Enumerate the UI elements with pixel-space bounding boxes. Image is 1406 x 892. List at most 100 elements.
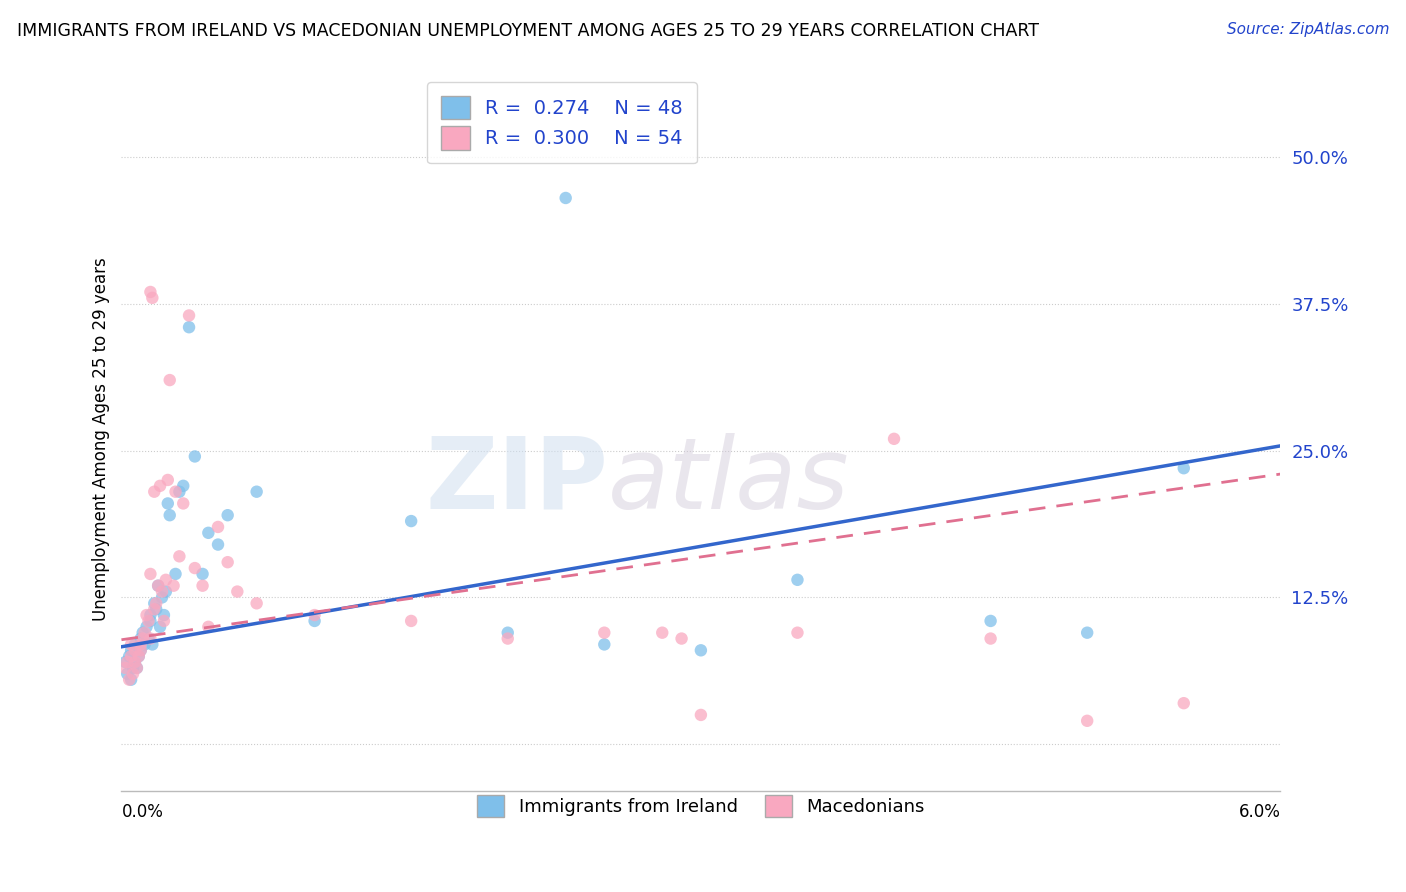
Point xyxy=(120,637,142,651)
Point xyxy=(120,673,142,687)
Point xyxy=(159,508,181,523)
Y-axis label: Unemployment Among Ages 25 to 29 years: Unemployment Among Ages 25 to 29 years xyxy=(93,257,110,621)
Point xyxy=(114,655,136,669)
Point xyxy=(217,555,239,569)
Point xyxy=(207,538,229,552)
Point xyxy=(217,508,239,523)
Point xyxy=(149,620,172,634)
Point xyxy=(124,655,146,669)
Point xyxy=(122,661,145,675)
Point xyxy=(128,649,150,664)
Point xyxy=(129,632,152,646)
Point xyxy=(146,579,169,593)
Point xyxy=(159,373,181,387)
Point xyxy=(139,608,162,623)
Point xyxy=(169,484,191,499)
Point xyxy=(134,625,156,640)
Point xyxy=(155,584,177,599)
Point xyxy=(114,661,136,675)
Point xyxy=(150,584,173,599)
Point xyxy=(304,608,326,623)
Point xyxy=(139,566,162,581)
Point xyxy=(131,632,153,646)
Point xyxy=(191,566,214,581)
Point xyxy=(246,484,269,499)
Point xyxy=(651,625,673,640)
Point xyxy=(172,479,194,493)
Point xyxy=(496,625,519,640)
Text: ZIP: ZIP xyxy=(425,433,609,530)
Legend: Immigrants from Ireland, Macedonians: Immigrants from Ireland, Macedonians xyxy=(470,789,932,824)
Text: atlas: atlas xyxy=(609,433,849,530)
Point xyxy=(156,496,179,510)
Point xyxy=(128,649,150,664)
Point xyxy=(125,661,148,675)
Point xyxy=(150,591,173,605)
Point xyxy=(169,549,191,564)
Point xyxy=(120,649,142,664)
Point xyxy=(177,320,200,334)
Point xyxy=(689,643,711,657)
Point xyxy=(1076,625,1098,640)
Point xyxy=(246,596,269,610)
Point xyxy=(177,309,200,323)
Point xyxy=(883,432,905,446)
Point xyxy=(191,579,214,593)
Point xyxy=(143,602,166,616)
Point xyxy=(124,637,146,651)
Point xyxy=(155,573,177,587)
Point xyxy=(118,673,141,687)
Point xyxy=(138,632,160,646)
Point xyxy=(139,632,162,646)
Point xyxy=(131,625,153,640)
Point xyxy=(786,573,808,587)
Point xyxy=(129,637,152,651)
Point xyxy=(593,625,616,640)
Point xyxy=(496,632,519,646)
Text: 6.0%: 6.0% xyxy=(1239,803,1281,821)
Point xyxy=(304,614,326,628)
Point xyxy=(172,496,194,510)
Point xyxy=(165,566,187,581)
Point xyxy=(139,285,162,299)
Point xyxy=(153,608,176,623)
Point xyxy=(134,637,156,651)
Point xyxy=(124,655,146,669)
Point xyxy=(135,608,157,623)
Point xyxy=(554,191,576,205)
Point xyxy=(124,643,146,657)
Point xyxy=(399,514,422,528)
Point xyxy=(149,479,172,493)
Point xyxy=(146,579,169,593)
Text: Source: ZipAtlas.com: Source: ZipAtlas.com xyxy=(1226,22,1389,37)
Point xyxy=(122,666,145,681)
Point xyxy=(197,525,219,540)
Point xyxy=(399,614,422,628)
Point xyxy=(143,596,166,610)
Point xyxy=(671,632,693,646)
Point xyxy=(184,450,207,464)
Point xyxy=(115,666,138,681)
Point xyxy=(129,643,152,657)
Point xyxy=(115,655,138,669)
Point xyxy=(786,625,808,640)
Point xyxy=(1173,696,1195,710)
Point xyxy=(145,602,167,616)
Point xyxy=(593,637,616,651)
Point xyxy=(129,643,152,657)
Point xyxy=(1173,461,1195,475)
Point xyxy=(156,473,179,487)
Point xyxy=(1076,714,1098,728)
Point xyxy=(165,484,187,499)
Point xyxy=(226,584,249,599)
Point xyxy=(207,520,229,534)
Point xyxy=(197,620,219,634)
Text: 0.0%: 0.0% xyxy=(121,803,163,821)
Point xyxy=(145,596,167,610)
Point xyxy=(689,707,711,722)
Point xyxy=(141,291,163,305)
Point xyxy=(139,614,162,628)
Point xyxy=(120,643,142,657)
Point xyxy=(162,579,184,593)
Point xyxy=(138,614,160,628)
